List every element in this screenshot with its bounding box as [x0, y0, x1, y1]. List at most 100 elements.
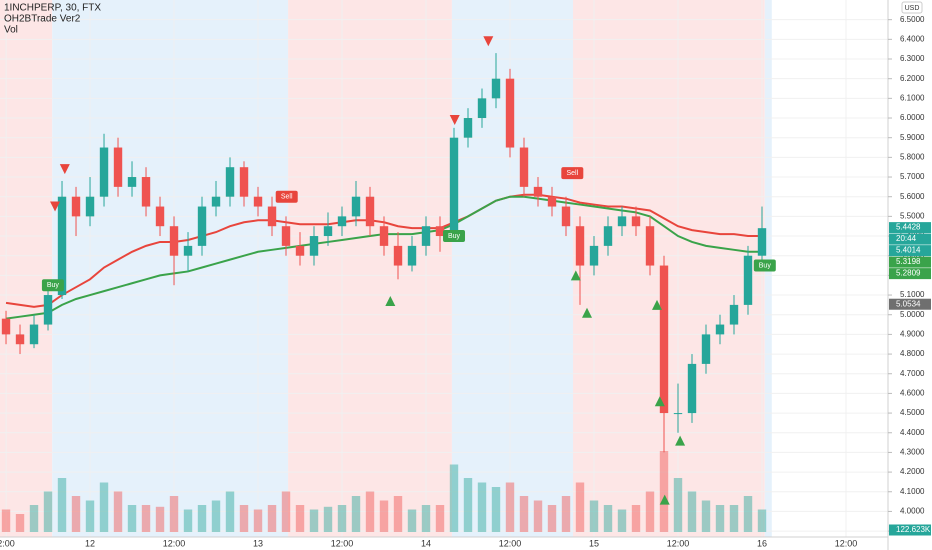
signal-box	[561, 167, 584, 180]
candle-body	[701, 334, 711, 364]
volume-bar	[197, 505, 207, 532]
currency-box[interactable]	[901, 1, 923, 14]
candle-body	[659, 265, 669, 414]
candle-body	[113, 147, 123, 187]
candle-body	[365, 196, 375, 227]
buy-marker	[570, 270, 581, 281]
volume-bar	[533, 500, 543, 532]
trend-zone	[288, 0, 452, 537]
x-tick-label: 15	[589, 538, 599, 548]
volume-bar	[589, 500, 599, 532]
trend-zone	[0, 0, 53, 537]
candle-body	[141, 177, 151, 207]
y-tick-label: 5.7000	[900, 172, 925, 181]
candle-body	[337, 216, 347, 227]
x-tick-label: 13	[253, 538, 263, 548]
y-tick-label: 6.5000	[900, 15, 925, 24]
background-layer	[0, 0, 772, 537]
volume-layer	[1, 451, 767, 532]
candle-body	[239, 167, 249, 197]
volume-bar	[253, 509, 263, 532]
volume-bar	[379, 500, 389, 532]
candle-body	[323, 226, 333, 237]
volume-bar	[729, 505, 739, 532]
candle-body	[547, 196, 557, 207]
volume-bar	[519, 496, 529, 532]
x-tick-label: 12:00	[163, 538, 186, 548]
volume-bar	[421, 505, 431, 532]
volume-bar	[99, 482, 109, 532]
volume-bar	[365, 491, 375, 532]
sell-marker	[59, 164, 70, 175]
price-label-box	[889, 245, 931, 257]
y-tick-label: 5.1000	[900, 290, 925, 299]
volume-bar	[71, 496, 81, 532]
y-tick-label: 4.5000	[900, 408, 925, 417]
x-tick-label: 14	[421, 538, 431, 548]
buy-marker	[675, 435, 686, 446]
price-label-box	[889, 256, 931, 268]
x-tick-label: 12:00	[499, 538, 522, 548]
candle-body	[491, 78, 501, 99]
volume-bar	[617, 509, 627, 532]
y-tick-label: 4.0000	[900, 507, 925, 516]
candle-body	[309, 236, 319, 256]
volume-bar	[673, 478, 683, 532]
y-tick-label: 4.8000	[900, 349, 925, 358]
volume-bar	[603, 505, 613, 532]
volume-label: 122.623K	[896, 525, 931, 534]
buy-marker	[385, 295, 396, 306]
volume-bar	[267, 505, 277, 532]
candle-body	[729, 304, 739, 325]
currency: USD	[905, 5, 920, 12]
candle-body	[463, 118, 473, 138]
candle-body	[99, 147, 109, 197]
candle-body	[379, 226, 389, 246]
sell-marker	[449, 114, 460, 125]
candle-body	[155, 206, 165, 227]
volume-bar	[407, 509, 417, 532]
volume-bar	[239, 505, 249, 532]
volume-bar	[701, 500, 711, 532]
y-tick-label: 5.5000	[900, 211, 925, 220]
candle-body	[743, 255, 753, 305]
volume-bar	[155, 506, 165, 532]
candle-body	[617, 216, 627, 227]
candle-body	[211, 196, 221, 207]
candle-body	[449, 137, 459, 237]
candle-body	[71, 196, 81, 217]
candle-body	[715, 324, 725, 335]
signal-label: Buy	[759, 262, 772, 269]
volume-bar	[645, 491, 655, 532]
price-label: 5.4428	[896, 223, 921, 232]
volume-bar	[295, 505, 305, 532]
signal-box	[443, 230, 466, 243]
price-label-box	[889, 222, 931, 234]
price-label: 5.3198	[896, 257, 921, 266]
volume-bar	[29, 505, 39, 532]
volume-name: Vol	[4, 25, 18, 36]
indicator-name: OH2BTrade Ver2	[4, 14, 81, 25]
volume-bar	[491, 487, 501, 532]
signal-box	[41, 279, 64, 292]
candle-body	[267, 206, 277, 227]
candle-body	[197, 206, 207, 246]
candle-body	[1, 318, 11, 335]
volume-bar	[309, 509, 319, 532]
price-label: 5.2809	[896, 269, 921, 278]
symbol: 1INCHPERP, 30, FTX	[4, 3, 101, 14]
volume-bar	[281, 491, 291, 532]
volume-bar	[547, 505, 557, 532]
volume-bar	[505, 482, 515, 532]
candle-body	[757, 228, 767, 256]
candle-body	[29, 324, 39, 345]
volume-bar	[743, 496, 753, 532]
volume-bar	[1, 509, 11, 532]
volume-bar	[337, 505, 347, 532]
signal-label: Buy	[448, 233, 461, 240]
candle-body	[435, 226, 445, 237]
volume-bar	[351, 496, 361, 532]
candle-body	[533, 186, 543, 197]
price-label-box	[889, 268, 931, 280]
